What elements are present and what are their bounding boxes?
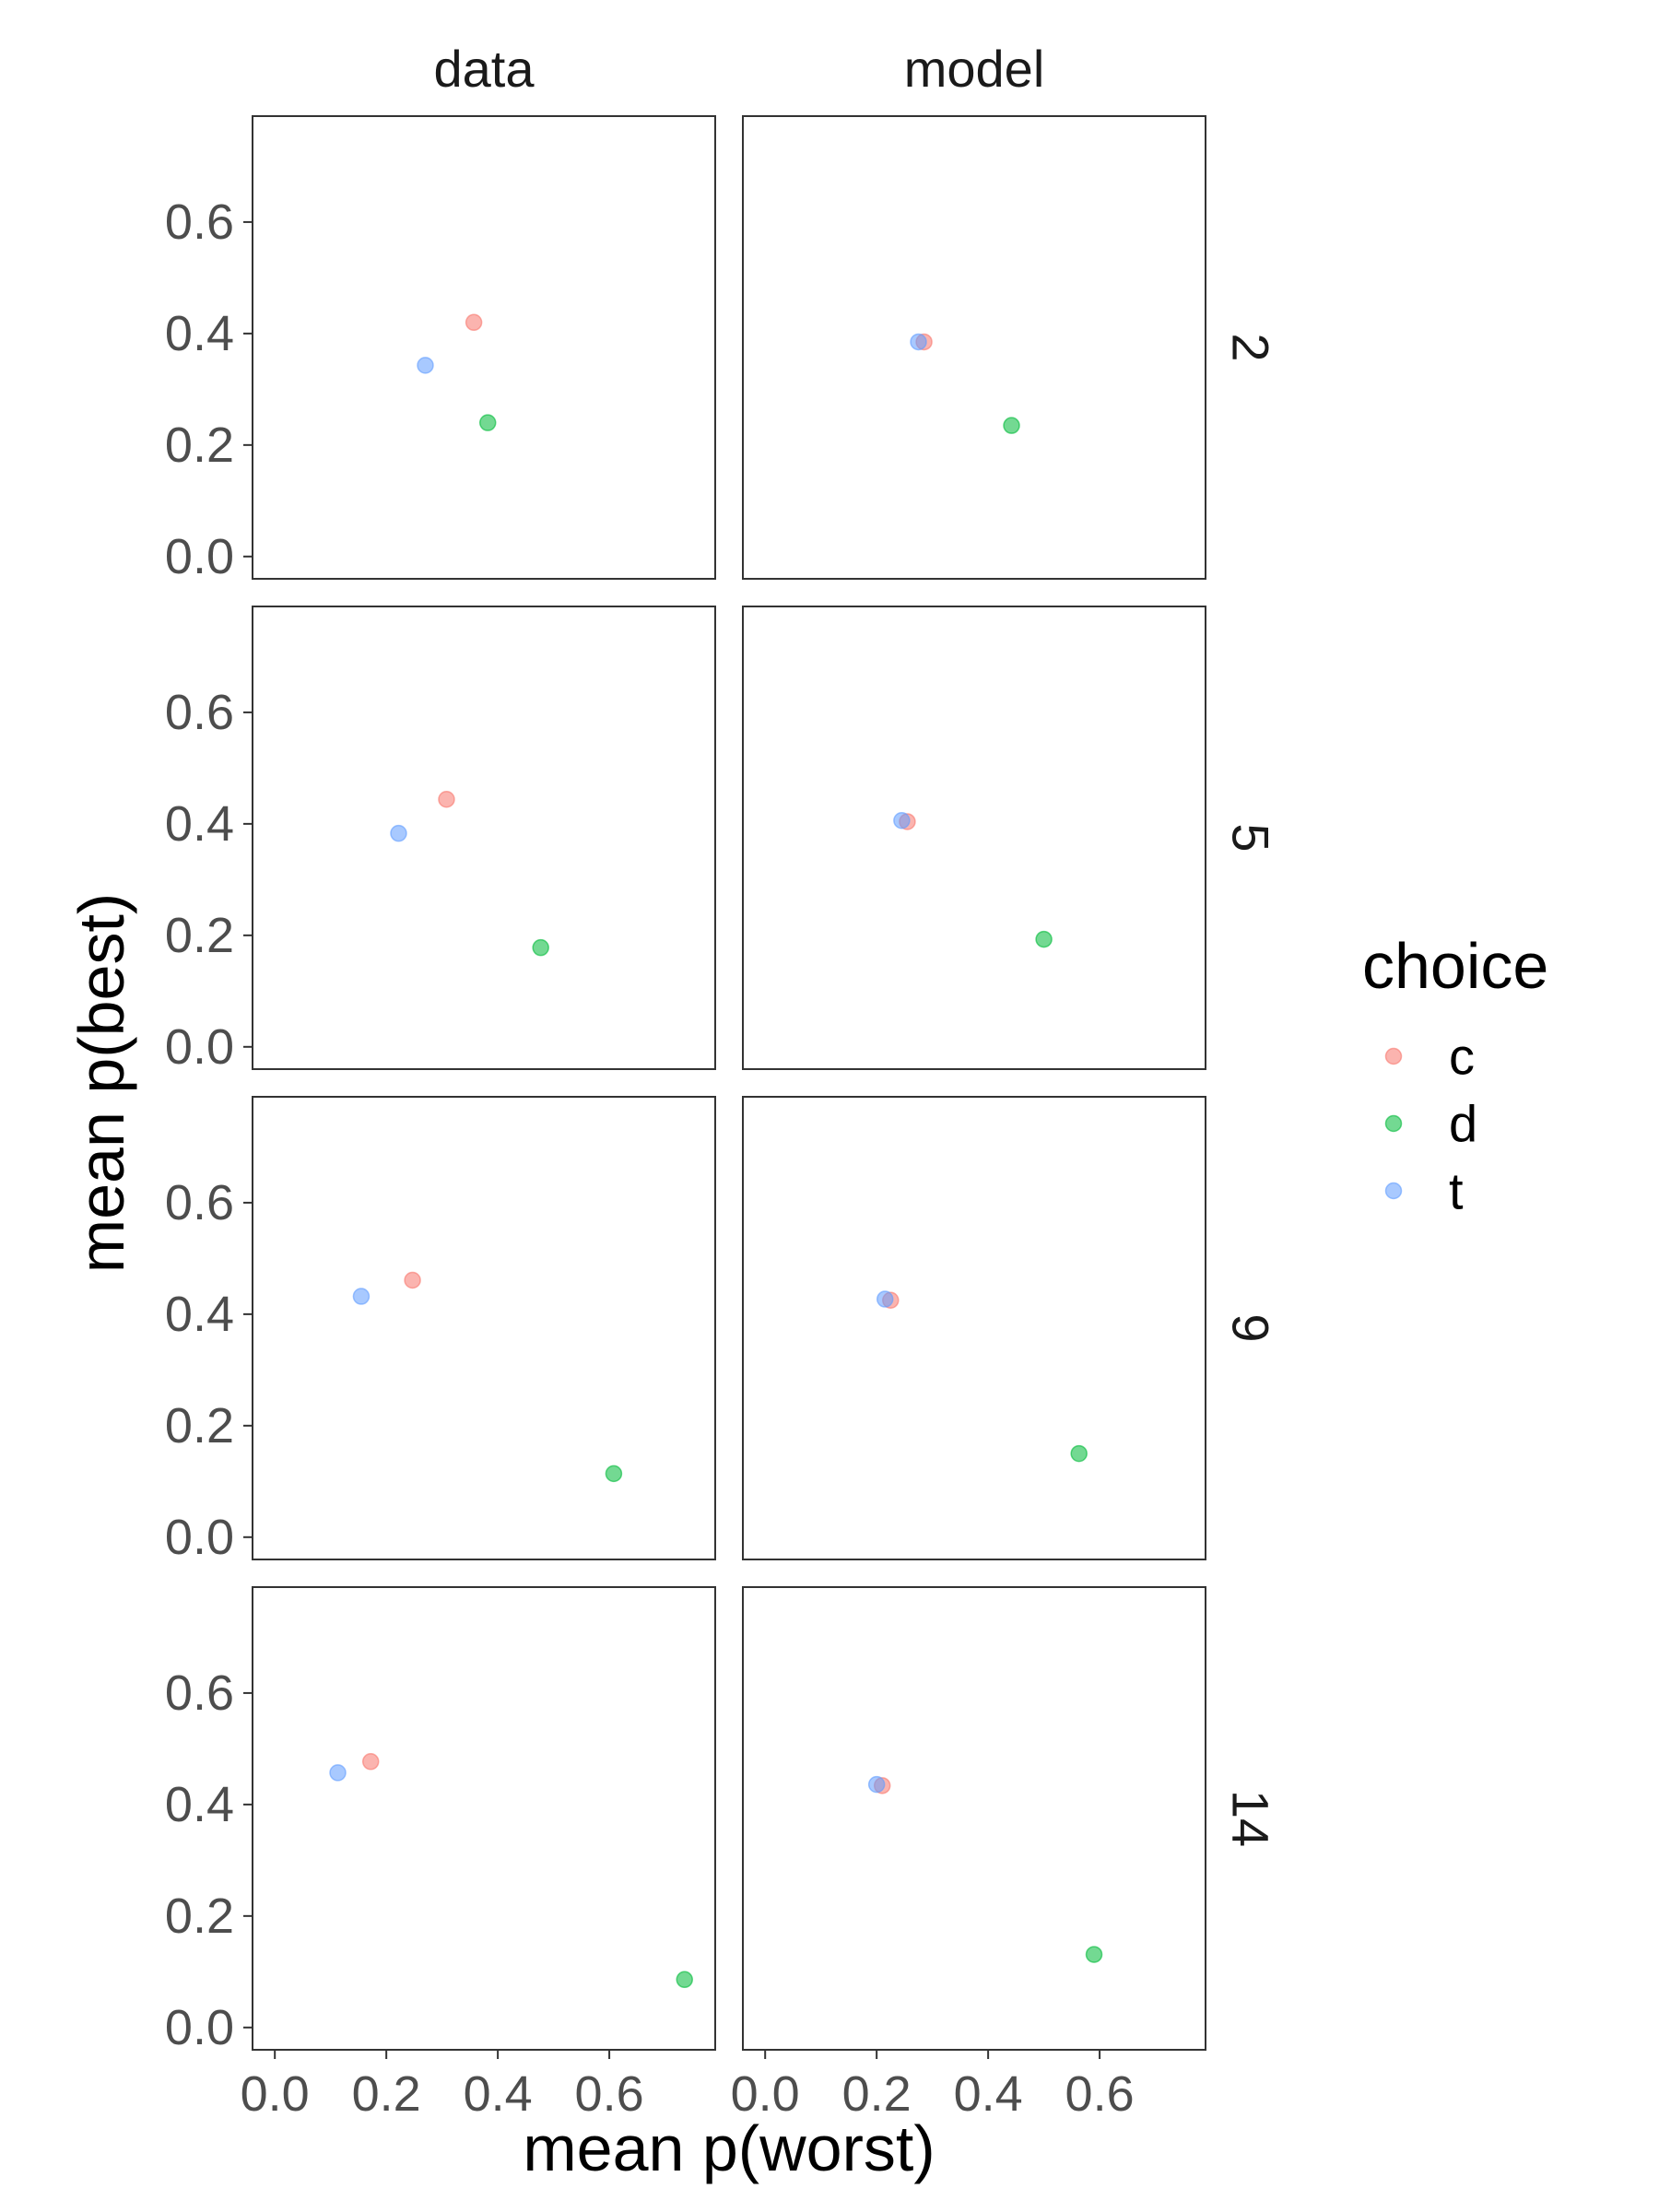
point-d-model-14 (1085, 1946, 1103, 1963)
point-t-model-5 (893, 812, 911, 830)
y-tick-label: 0.6 (165, 1665, 234, 1721)
x-tick-label: 0.4 (954, 2066, 1023, 2122)
point-t-data-9 (352, 1288, 371, 1305)
point-t-model-9 (876, 1290, 894, 1308)
y-tick-label: 0.6 (165, 194, 234, 250)
y-tick-label: 0.0 (165, 529, 234, 584)
panel-frame-model-5 (742, 606, 1206, 1070)
point-c-data-2 (465, 313, 483, 332)
legend-label-d: d (1449, 1095, 1477, 1153)
panel-frame-data-9 (252, 1096, 716, 1560)
point-t-data-2 (417, 357, 434, 374)
point-d-model-5 (1035, 930, 1053, 948)
y-tick-label: 0.4 (165, 796, 234, 852)
legend-label-c: c (1449, 1028, 1475, 1086)
panel-frame-data-14 (252, 1586, 716, 2051)
x-tick-label: 0.2 (352, 2066, 421, 2122)
point-d-data-2 (478, 414, 497, 431)
point-c-data-14 (361, 1753, 380, 1771)
x-tick-label: 0.0 (731, 2066, 800, 2122)
point-d-data-5 (532, 938, 549, 957)
x-tick-label: 0.6 (575, 2066, 644, 2122)
y-tick-label: 0.4 (165, 306, 234, 361)
legend-key-c (1384, 1047, 1403, 1065)
panel-frame-data-2 (252, 115, 716, 580)
y-tick-label: 0.6 (165, 685, 234, 740)
point-t-model-14 (867, 1775, 886, 1794)
point-d-model-2 (1003, 417, 1020, 434)
facet-row-label-14: 14 (1222, 1790, 1280, 1847)
x-tick-label: 0.6 (1065, 2066, 1135, 2122)
panel-frame-model-14 (742, 1586, 1206, 2051)
panel-frame-data-5 (252, 606, 716, 1070)
y-tick-label: 0.4 (165, 1287, 234, 1342)
point-c-data-9 (404, 1271, 421, 1289)
point-t-data-14 (329, 1764, 347, 1782)
y-tick-label: 0.6 (165, 1175, 234, 1230)
x-axis-title: mean p(worst) (523, 2112, 935, 2184)
facet-row-label-2: 2 (1222, 333, 1280, 361)
y-tick-label: 0.0 (165, 2000, 234, 2055)
legend-title: choice (1362, 930, 1548, 1002)
legend-key-t (1384, 1182, 1403, 1200)
legend-key-d (1384, 1114, 1403, 1133)
y-tick-label: 0.2 (165, 418, 234, 473)
y-axis-title: mean p(best) (65, 893, 137, 1273)
point-c-data-5 (438, 791, 455, 808)
panel-frame-model-2 (742, 115, 1206, 580)
y-tick-label: 0.0 (165, 1019, 234, 1075)
panel-frame-model-9 (742, 1096, 1206, 1560)
point-t-model-2 (910, 333, 927, 351)
legend-label-t: t (1449, 1162, 1464, 1220)
point-t-data-5 (390, 824, 407, 842)
y-tick-label: 0.2 (165, 908, 234, 963)
point-d-model-9 (1070, 1444, 1088, 1463)
x-tick-label: 0.4 (464, 2066, 533, 2122)
y-tick-label: 0.2 (165, 1398, 234, 1453)
point-d-data-9 (605, 1465, 623, 1483)
facet-row-label-9: 9 (1222, 1313, 1280, 1342)
point-d-data-14 (676, 1971, 693, 1989)
facet-row-label-5: 5 (1222, 823, 1280, 852)
x-tick-label: 0.0 (241, 2066, 310, 2122)
y-tick-label: 0.0 (165, 1510, 234, 1565)
facet-column-label-model: model (904, 40, 1045, 98)
y-tick-label: 0.2 (165, 1888, 234, 1944)
y-tick-label: 0.4 (165, 1777, 234, 1832)
x-tick-label: 0.2 (842, 2066, 912, 2122)
facet-column-label-data: data (434, 40, 535, 98)
